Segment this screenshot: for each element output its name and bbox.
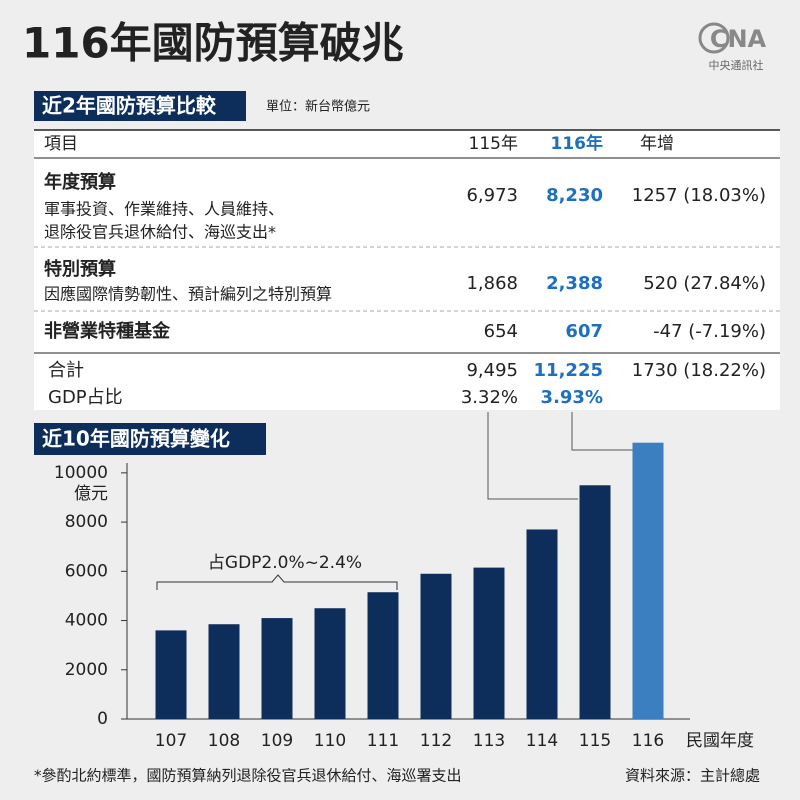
- row-name: 非營業特種基金: [44, 320, 171, 342]
- x-tick-label: 112: [420, 731, 452, 751]
- brace: [156, 574, 398, 590]
- x-tick-label: 111: [367, 731, 399, 751]
- bar: [526, 529, 558, 719]
- cell: 1,868: [466, 273, 518, 294]
- row-desc: 退除役官兵退休給付、海巡支出*: [44, 223, 276, 242]
- logo-mark: [698, 22, 730, 54]
- column-header: 年增: [640, 134, 674, 154]
- bar: [261, 618, 293, 719]
- y-tick-label: 6000: [65, 561, 108, 581]
- cell: 1730 (18.22%): [632, 360, 766, 381]
- cell: 1257 (18.03%): [632, 185, 766, 206]
- cell: 607: [565, 321, 603, 342]
- cell: 9,495: [466, 360, 518, 381]
- x-tick-label: 116: [632, 731, 664, 751]
- x-tick-label: 110: [314, 731, 346, 751]
- y-tick-label: 4000: [65, 611, 108, 631]
- x-tick-label: 107: [155, 731, 187, 751]
- chart-title-box: [34, 423, 266, 455]
- x-tick-label: 108: [208, 731, 240, 751]
- cell: 8,230: [546, 185, 603, 206]
- cell: 520 (27.84%): [643, 273, 766, 294]
- bar: [314, 608, 346, 719]
- bar: [420, 573, 452, 719]
- title: 116年國防預算破兆: [22, 19, 404, 68]
- cell: 11,225: [534, 360, 603, 381]
- x-tick-label: 115: [579, 731, 611, 751]
- chart-title: 近10年國防預算變化: [42, 427, 230, 451]
- x-label: 民國年度: [686, 731, 754, 751]
- logo: CNA: [710, 25, 767, 53]
- cell: 654: [484, 321, 518, 342]
- y-unit: 億元: [74, 484, 108, 504]
- y-tick-label: 0: [97, 709, 108, 729]
- column-header: 項目: [44, 134, 78, 154]
- gdp-label: GDP占比: [48, 387, 123, 408]
- y-tick-label: 2000: [65, 660, 108, 680]
- row-desc: 因應國際情勢韌性、預計編列之特別預算: [44, 285, 332, 304]
- column-header: 115年: [469, 134, 518, 154]
- unit: 單位：新台幣億元: [266, 99, 370, 115]
- footnote: *參酌北約標準，國防預算納列退除役官兵退休給付、海巡署支出: [34, 767, 462, 785]
- x-tick-label: 113: [473, 731, 505, 751]
- connector: [487, 412, 578, 500]
- cell: 2,388: [546, 273, 603, 294]
- y-tick-label: 10000: [54, 463, 108, 483]
- bar: [473, 567, 505, 719]
- table-title-box: [34, 91, 246, 121]
- column-header: 116年: [551, 133, 604, 154]
- annotation: 占GDP2.0%~2.4%: [208, 553, 362, 573]
- row-name: 年度預算: [44, 171, 116, 193]
- bar: [632, 442, 664, 719]
- row-desc: 軍事投資、作業維持、人員維持、: [44, 200, 284, 219]
- bar: [367, 592, 399, 719]
- y-tick-label: 8000: [65, 512, 108, 532]
- source: 資料來源：主計總處: [625, 767, 760, 785]
- row-name: 特別預算: [44, 258, 116, 280]
- bar: [155, 630, 187, 719]
- cell: 3.93%: [541, 387, 603, 408]
- agency: 中央通訊社: [709, 58, 764, 72]
- connector: [571, 412, 634, 451]
- cell: -47 (-7.19%): [653, 321, 766, 342]
- x-tick-label: 109: [261, 731, 293, 751]
- x-tick-label: 114: [526, 731, 558, 751]
- total-label: 合計: [48, 360, 84, 381]
- cell: 3.32%: [461, 387, 518, 408]
- cell: 6,973: [466, 185, 518, 206]
- table-bg: [34, 130, 780, 410]
- bar: [579, 485, 611, 719]
- table-title: 近2年國防預算比較: [42, 94, 217, 118]
- bar: [208, 624, 240, 719]
